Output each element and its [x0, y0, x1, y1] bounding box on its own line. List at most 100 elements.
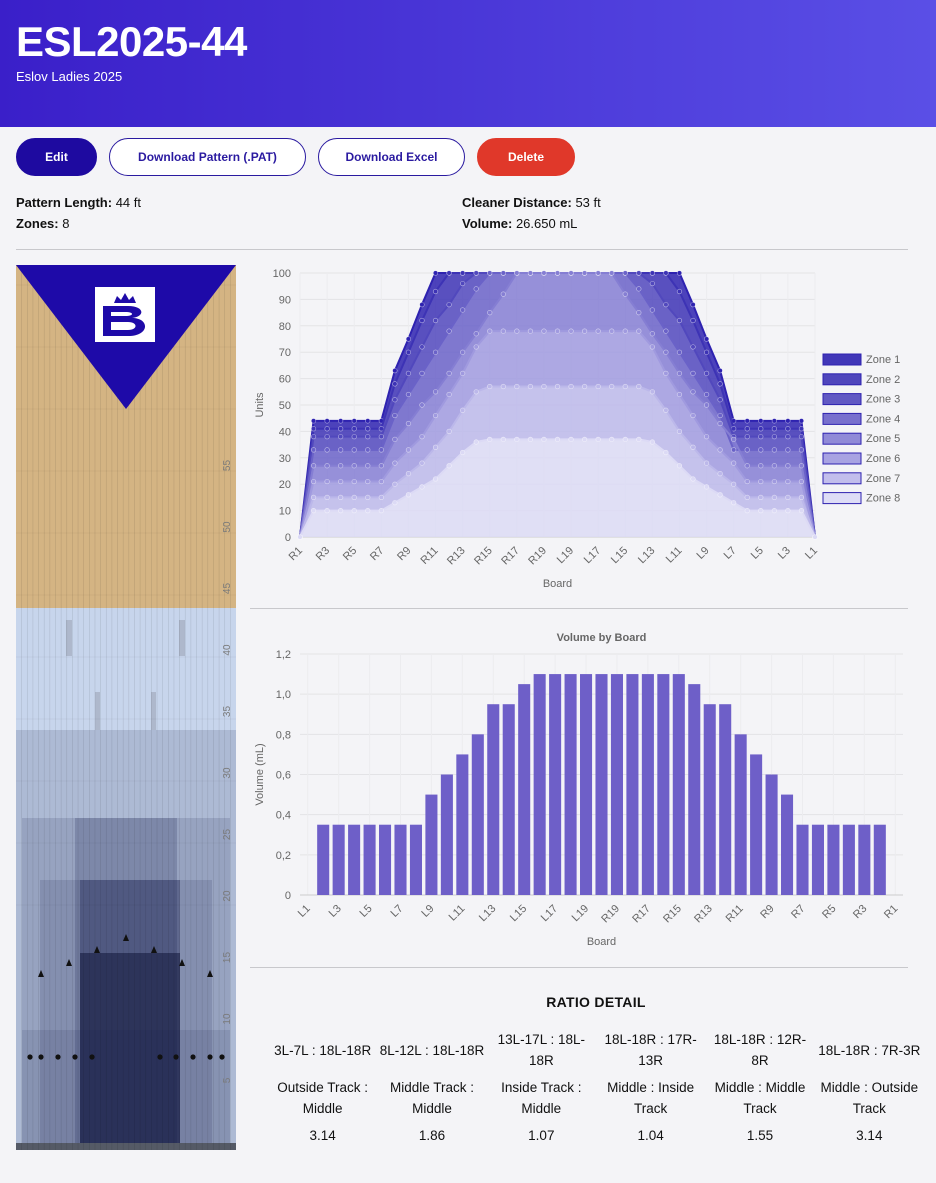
- zone-point: [487, 436, 493, 442]
- zone-point: [473, 439, 479, 445]
- zone-point: [649, 344, 655, 350]
- x-tick-label: L15: [508, 903, 529, 924]
- zone-point: [771, 426, 777, 432]
- lane-end: [16, 1143, 236, 1150]
- bar: [750, 754, 763, 895]
- zone-point: [771, 508, 777, 514]
- zone-point: [622, 270, 628, 276]
- bar: [487, 704, 500, 895]
- bar: [580, 674, 593, 895]
- x-tick-label: L13: [636, 545, 657, 566]
- dot: [173, 1054, 179, 1060]
- zone-point: [785, 494, 791, 501]
- zone-point: [690, 476, 696, 482]
- zone-point: [351, 426, 357, 432]
- y-tick-label: 0: [285, 890, 291, 902]
- zone-point: [744, 434, 750, 440]
- zone-point: [378, 447, 384, 453]
- zone-point: [609, 328, 615, 334]
- zone-point: [432, 288, 439, 295]
- zone-point: [446, 270, 452, 276]
- download-excel-button[interactable]: Download Excel: [318, 138, 465, 176]
- zone-point: [582, 436, 588, 442]
- zone-point: [636, 436, 642, 442]
- dot: [190, 1054, 196, 1060]
- zone-point: [310, 426, 317, 432]
- ratio-row: 3L-7L : 18L-18R 8L-12L : 18L-18R 13L-17L :…: [268, 1026, 924, 1074]
- x-axis-label: Board: [587, 936, 616, 948]
- zone-point: [744, 418, 750, 424]
- zone-point: [744, 463, 750, 469]
- zone-point: [351, 478, 357, 485]
- x-tick-label: R17: [630, 903, 653, 926]
- distance-label: 5: [222, 1077, 233, 1083]
- ratio-tracks: Middle : Middle Track: [714, 1080, 806, 1116]
- y-tick-label: 80: [279, 321, 291, 333]
- dot: [207, 1054, 213, 1060]
- y-tick-label: 20: [279, 479, 291, 491]
- zone-point: [744, 447, 750, 453]
- zone-point: [785, 463, 791, 469]
- zone-point: [324, 426, 330, 432]
- zone-point: [554, 383, 561, 390]
- zone-point: [703, 349, 710, 355]
- legend-label: Zone 1: [866, 354, 900, 366]
- zone-point: [446, 302, 452, 308]
- edit-button[interactable]: Edit: [16, 138, 97, 176]
- zone-point: [527, 436, 533, 442]
- delete-button[interactable]: Delete: [477, 138, 575, 176]
- zone-point: [554, 270, 561, 276]
- ratio-value: 1.04: [637, 1128, 664, 1143]
- zone-point: [568, 328, 574, 334]
- zone-point: [378, 494, 384, 501]
- y-axis-label: Volume (mL): [254, 743, 266, 805]
- ratio-row: 3.14 1.86 1.07 1.04 1.55 3.14: [268, 1122, 924, 1149]
- zone-point: [514, 383, 520, 390]
- legend-label: Zone 3: [866, 394, 900, 406]
- zone-point: [703, 370, 710, 376]
- y-tick-label: 90: [279, 294, 291, 306]
- bar: [672, 674, 685, 895]
- zone-point: [351, 494, 357, 501]
- ratio-range: 18L-18R : 7R-3R: [818, 1042, 921, 1058]
- zone-point: [338, 494, 344, 501]
- zone-point: [541, 383, 547, 390]
- oil-layer: [80, 953, 180, 1150]
- ratio-value: 1.55: [746, 1128, 774, 1143]
- zone-point: [690, 302, 696, 308]
- zone-point: [392, 481, 398, 487]
- distance-label: 10: [222, 1013, 233, 1025]
- bar: [549, 674, 562, 895]
- zone-point: [405, 336, 412, 342]
- zone-point: [717, 492, 723, 498]
- x-tick-label: R19: [599, 903, 622, 926]
- zone-point: [338, 426, 344, 432]
- zone-fill: [300, 273, 815, 537]
- dot: [27, 1054, 33, 1060]
- zone-point: [500, 328, 506, 334]
- zone-point: [473, 344, 479, 350]
- zone-point: [527, 328, 533, 334]
- zone-point: [771, 494, 777, 501]
- lane-marker: [179, 620, 185, 656]
- zone-point: [500, 270, 506, 276]
- download-pat-button[interactable]: Download Pattern (.PAT): [109, 138, 306, 176]
- zone-point: [392, 500, 398, 506]
- info-item: Pattern Length: 44 ft: [16, 195, 141, 210]
- bar: [394, 824, 407, 895]
- zone-point: [541, 328, 547, 334]
- zone-point: [460, 407, 466, 413]
- x-tick-label: R5: [820, 903, 838, 921]
- zone-point: [365, 494, 371, 501]
- zone-point: [365, 463, 371, 469]
- ratio-tracks: Outside Track : Middle: [277, 1080, 369, 1116]
- zone-point: [419, 370, 425, 376]
- zone-point: [771, 447, 777, 453]
- zone-point: [785, 434, 791, 440]
- zone-point: [460, 307, 466, 313]
- x-tick-label: L11: [447, 903, 468, 924]
- zone-point: [405, 370, 412, 376]
- ratio-value: 3.14: [309, 1128, 336, 1143]
- zone-point: [338, 418, 344, 424]
- zone-point: [446, 328, 452, 334]
